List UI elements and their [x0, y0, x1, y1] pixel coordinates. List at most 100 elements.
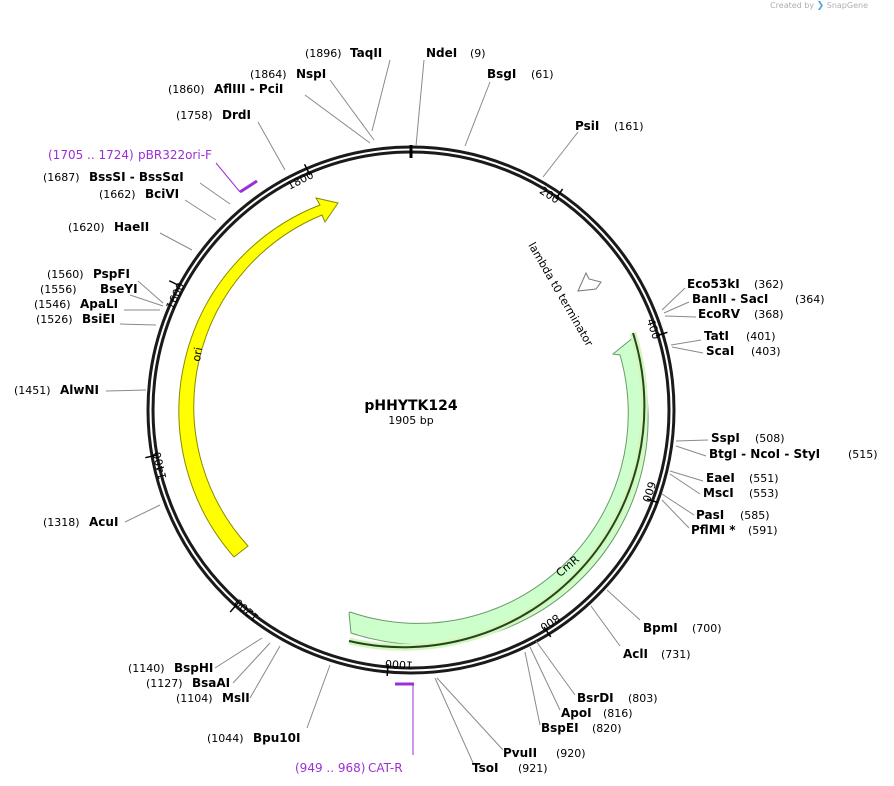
site-haeii[interactable]: HaeII (1620)	[68, 220, 149, 234]
site-leader-msci	[669, 473, 701, 495]
site-name: BsaAI	[192, 676, 230, 690]
tick-600: 600	[639, 480, 659, 504]
site-tati[interactable]: TatI (401)	[704, 329, 776, 343]
site-leader-sspi	[675, 439, 709, 442]
site-tsoi[interactable]: TsoI (921)	[472, 761, 548, 775]
site-bsaai[interactable]: BsaAI (1127)	[146, 676, 230, 690]
site-name: BpmI	[643, 621, 678, 635]
site-name: BciVI	[145, 187, 179, 201]
feature-ori-arrow[interactable]	[178, 197, 339, 558]
tick-1400: 1400	[145, 451, 169, 481]
site-apali[interactable]: ApaLI (1546)	[34, 297, 118, 311]
site-drdi[interactable]: DrdI (1758)	[176, 108, 251, 122]
site-leader-apoi	[529, 646, 561, 711]
tick-mark	[303, 163, 311, 176]
site-position: (1451)	[14, 384, 51, 397]
site-name: BssSI - BssSαI	[89, 170, 184, 184]
site-bsssi[interactable]: BssSI - BssSαI (1687)	[43, 170, 184, 184]
cmr-highlight-band	[348, 331, 648, 651]
site-position: (1140)	[128, 662, 165, 675]
site-btgi[interactable]: BtgI - NcoI - StyI (515)	[709, 447, 878, 461]
site-bsphi[interactable]: BspHI (1140)	[128, 661, 213, 675]
site-bseyi[interactable]: BseYI (1556)	[40, 282, 138, 296]
site-bsrdi[interactable]: BsrDI (803)	[577, 691, 658, 705]
site-name: PspFI	[93, 267, 130, 281]
site-position: (1860)	[168, 83, 205, 96]
site-msci[interactable]: MscI (553)	[703, 486, 779, 500]
site-taqii[interactable]: TaqII (1896)	[305, 46, 382, 60]
site-name: MscI	[703, 486, 734, 500]
site-position: (1620)	[68, 221, 105, 234]
site-name: EcoRV	[698, 307, 741, 321]
site-ecorv[interactable]: EcoRV (368)	[698, 307, 784, 321]
site-leader-pspfi	[137, 280, 164, 304]
tick-mark	[555, 188, 564, 200]
site-pspfi[interactable]: PspFI (1560)	[47, 267, 130, 281]
site-psii[interactable]: PsiI (161)	[575, 119, 644, 133]
site-position: (551)	[749, 472, 779, 485]
site-leader-tati	[670, 339, 702, 346]
site-position: (515)	[848, 448, 878, 461]
site-bspei[interactable]: BspEI (820)	[541, 721, 622, 735]
site-eaei[interactable]: EaeI (551)	[706, 471, 779, 485]
site-leader-eco53ki	[661, 287, 686, 311]
credit-brand: SnapGene	[826, 1, 868, 10]
site-apoi[interactable]: ApoI (816)	[561, 706, 633, 720]
site-name: AclI	[623, 647, 648, 661]
site-name: NdeI	[426, 46, 457, 60]
site-sspi[interactable]: SspI (508)	[711, 431, 785, 445]
site-position: (1546)	[34, 298, 71, 311]
site-leader-bsssi	[199, 182, 231, 205]
site-name: BanII - SacI	[692, 292, 768, 306]
site-position: (920)	[556, 747, 586, 760]
site-bpu10i[interactable]: Bpu10I (1044)	[207, 731, 300, 745]
site-acui[interactable]: AcuI (1318)	[43, 515, 118, 529]
site-bsiei[interactable]: BsiEI (1526)	[36, 312, 115, 326]
site-name: SspI	[711, 431, 740, 445]
site-name: AlwNI	[60, 383, 99, 397]
tick-label: 600	[639, 480, 658, 504]
site-bcivi[interactable]: BciVI (1662)	[99, 187, 179, 201]
site-nspi[interactable]: NspI (1864)	[250, 67, 326, 81]
terminator-label: lambda t0 terminator	[525, 240, 595, 349]
site-position: (1044)	[207, 732, 244, 745]
site-leader-tsoi	[434, 677, 475, 766]
primer-cat-r-range: (949 .. 968)	[295, 761, 365, 775]
site-position: (1758)	[176, 109, 213, 122]
tick-mark	[543, 626, 552, 638]
site-name: NspI	[296, 67, 326, 81]
feature-cmr-arrow[interactable]	[348, 336, 649, 645]
site-pflmi[interactable]: PflMI * (591)	[691, 523, 778, 537]
site-ndei[interactable]: NdeI (9)	[426, 46, 486, 60]
site-position: (1556)	[40, 283, 77, 296]
site-bsgi[interactable]: BsgI (61)	[487, 67, 554, 81]
site-name: BtgI - NcoI - StyI	[709, 447, 820, 461]
site-alwni[interactable]: AlwNI (1451)	[14, 383, 99, 397]
site-bpmi[interactable]: BpmI (700)	[643, 621, 722, 635]
site-name: DrdI	[222, 108, 251, 122]
site-banii[interactable]: BanII - SacI (364)	[692, 292, 825, 306]
site-leader-taqii	[371, 59, 391, 132]
site-name: ApaLI	[80, 297, 118, 311]
site-position: (803)	[628, 692, 658, 705]
terminator-arrow-icon[interactable]	[577, 271, 602, 292]
site-leader-afliii	[304, 94, 371, 144]
site-leader-bpmi	[606, 589, 641, 621]
site-position: (1526)	[36, 313, 73, 326]
site-name: TsoI	[472, 761, 498, 775]
site-msli[interactable]: MslI (1104)	[176, 691, 250, 705]
site-scai[interactable]: ScaI (403)	[706, 344, 781, 358]
site-leader-bseyi	[129, 294, 164, 307]
site-position: (1864)	[250, 68, 287, 81]
tick-mark	[646, 498, 659, 504]
site-pvuii[interactable]: PvuII (920)	[503, 746, 586, 760]
site-name: AflIII - PciI	[214, 82, 283, 96]
site-eco53ki[interactable]: Eco53kI (362)	[687, 277, 784, 291]
site-afliii[interactable]: AflIII - PciI (1860)	[168, 82, 283, 96]
site-acli[interactable]: AclI (731)	[623, 647, 691, 661]
site-position: (508)	[755, 432, 785, 445]
site-pasi[interactable]: PasI (585)	[696, 508, 770, 522]
tick-1600: 1600	[164, 280, 188, 312]
